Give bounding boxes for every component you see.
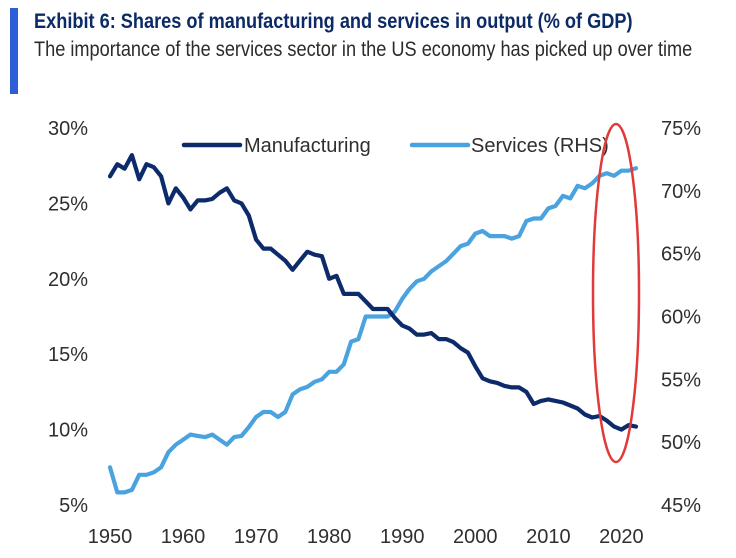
x-axis: 1950 1960 1970 1980 1990 2000 2010 2020 [88, 526, 644, 548]
y-right-tick-label: 65% [661, 244, 701, 266]
manufacturing-series-line [107, 153, 639, 432]
y-right-tick-label: 75% [661, 118, 701, 140]
y-left-tick-label: 30% [48, 118, 88, 140]
x-tick-label: 2020 [599, 526, 644, 548]
y-right-tick-label: 60% [661, 307, 701, 329]
x-tick-label: 2000 [453, 526, 498, 548]
x-tick-label: 1980 [307, 526, 352, 548]
y-axis-right: 75% 70% 65% 60% 55% 50% 45% [661, 118, 701, 517]
y-axis-left: 30% 25% 20% 15% 10% 5% [48, 118, 88, 517]
title-accent-bar [10, 8, 18, 94]
legend: Manufacturing Services (RHS) [181, 135, 609, 157]
y-left-tick-label: 25% [48, 193, 88, 215]
y-left-tick-label: 20% [48, 269, 88, 291]
highlight-ellipse [591, 122, 641, 464]
y-right-tick-label: 55% [661, 369, 701, 391]
series-layer [107, 153, 639, 495]
y-right-tick-label: 50% [661, 432, 701, 454]
x-tick-label: 1960 [161, 526, 206, 548]
chart-title: Exhibit 6: Shares of manufacturing and s… [34, 10, 633, 33]
annotation-layer [591, 122, 641, 464]
y-right-tick-label: 70% [661, 181, 701, 203]
y-left-tick-label: 15% [48, 344, 88, 366]
x-tick-label: 1970 [234, 526, 279, 548]
y-left-tick-label: 10% [48, 420, 88, 442]
x-tick-label: 1990 [380, 526, 425, 548]
legend-label-manufacturing: Manufacturing [244, 135, 371, 157]
legend-label-services: Services (RHS) [471, 135, 609, 157]
y-left-tick-label: 5% [59, 495, 88, 517]
services-series-line [107, 166, 639, 495]
x-tick-label: 2010 [526, 526, 571, 548]
y-right-tick-label: 45% [661, 495, 701, 517]
x-tick-label: 1950 [88, 526, 133, 548]
chart-subtitle: The importance of the services sector in… [34, 38, 693, 61]
